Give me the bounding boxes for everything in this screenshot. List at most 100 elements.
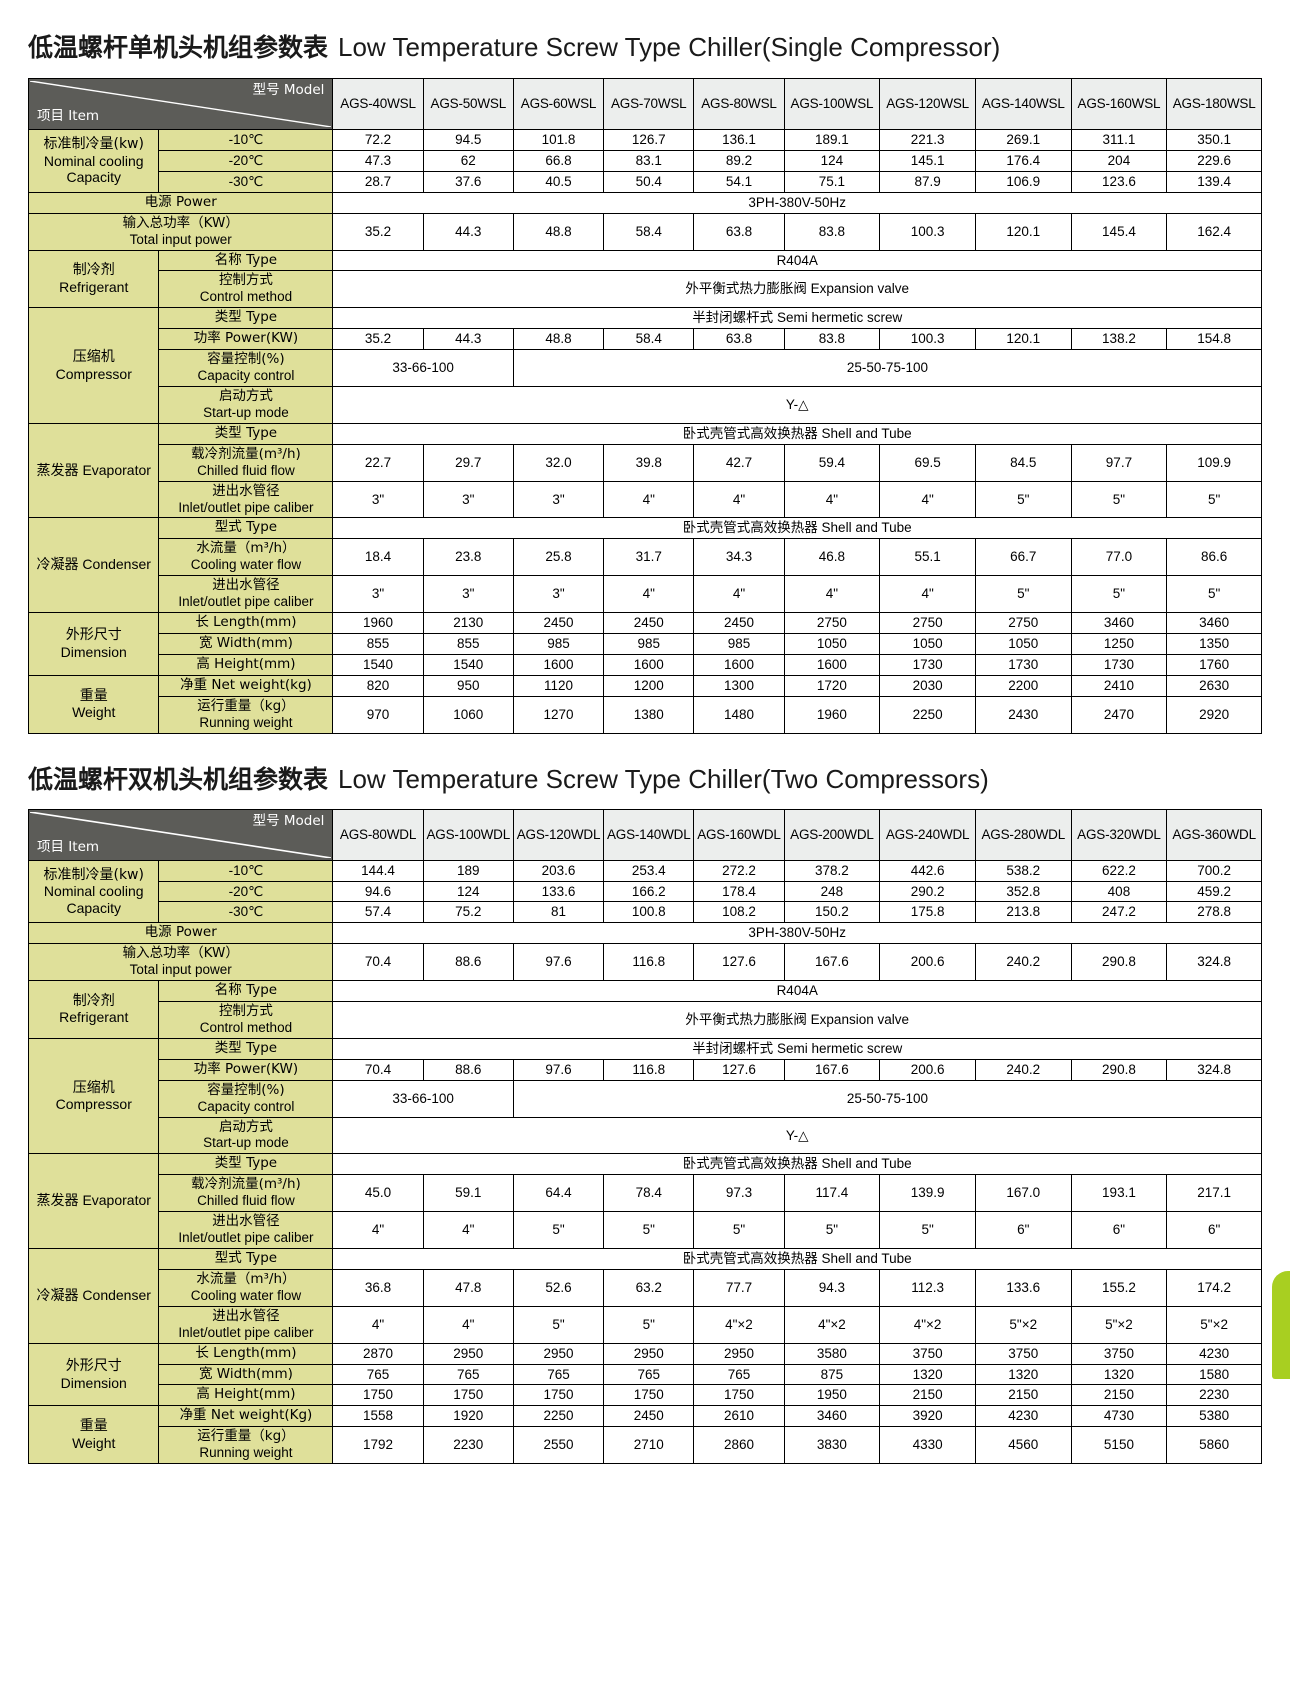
cell-value: 2710 xyxy=(603,1426,695,1465)
row-label-condenser-caliber: 进出水管径 Inlet/outlet pipe caliber xyxy=(158,575,334,614)
cell-value: 5150 xyxy=(1070,1426,1168,1465)
cell-power-value: 3PH-380V-50Hz xyxy=(332,922,1262,945)
table-row-chilled-fluid-flow: 载冷剂流量(m³/h) Chilled fluid flow 45.0 59.1… xyxy=(29,1174,1262,1213)
cell-value: 2630 xyxy=(1166,674,1262,697)
cell-value: 174.2 xyxy=(1166,1268,1262,1307)
corner-model-label: 型号 Model xyxy=(252,82,325,98)
cell-value: 4" xyxy=(693,480,785,519)
cell-value: 55.1 xyxy=(879,538,976,577)
model-header: AGS-40WSL xyxy=(332,78,424,130)
row-label-control-method: 控制方式 Control method xyxy=(158,270,334,309)
group-label-en2: Capacity xyxy=(66,899,121,916)
section-title-cn: 低温螺杆双机头机组参数表 xyxy=(28,764,329,794)
section-title-en: Low Temperature Screw Type Chiller(Singl… xyxy=(338,32,1001,62)
cell-value: 2230 xyxy=(1166,1384,1262,1407)
cell-value: 3750 xyxy=(879,1342,976,1365)
cell-value: 950 xyxy=(422,674,514,697)
group-label-compressor: 压缩机 Compressor xyxy=(27,1037,160,1155)
cell-value: 3" xyxy=(512,480,605,519)
cell-value: 3" xyxy=(332,480,424,519)
row-label-cn: 进出水管径 xyxy=(212,482,280,499)
cell-value: 1050 xyxy=(974,632,1072,655)
cell-value: 5" xyxy=(974,480,1072,519)
table-row-total-input-power: 输入总功率（KW） Total input power 35.2 44.3 48… xyxy=(27,212,1262,251)
row-label-en: Capacity control xyxy=(197,1098,295,1114)
row-label-total-input-power: 输入总功率（KW） Total input power xyxy=(27,943,334,982)
row-label-cooling-water-flow: 水流量（m³/h） Cooling water flow xyxy=(158,1268,334,1307)
row-label-startup-mode: 启动方式 Start-up mode xyxy=(158,1116,334,1155)
group-label-en: Evaporator xyxy=(82,1192,151,1209)
cell-value: 58.4 xyxy=(603,328,695,351)
group-label-cn: 蒸发器 xyxy=(36,1193,79,1210)
model-header: AGS-120WDL xyxy=(512,808,605,861)
group-label-cn: 制冷剂 xyxy=(72,992,115,1009)
spec-table-single-compressor: 型号 Model 项目 Item AGS-40WSL AGS-50WSL AGS… xyxy=(27,78,1263,734)
cell-value: 6" xyxy=(974,1211,1072,1250)
cell-value: 408 xyxy=(1070,880,1168,903)
cell-value: 2750 xyxy=(879,612,976,634)
group-label-evaporator: 蒸发器 Evaporator xyxy=(27,422,160,519)
cell-value: 5" xyxy=(512,1305,605,1344)
cell-value: 136.1 xyxy=(693,129,785,151)
cell-value: 229.6 xyxy=(1166,149,1262,172)
cell-value: 81 xyxy=(512,901,605,924)
cell-value: 5" xyxy=(783,1211,881,1250)
cell-value: 765 xyxy=(512,1363,605,1386)
cell-power-value: 3PH-380V-50Hz xyxy=(332,191,1262,214)
cell-value: 2450 xyxy=(603,612,695,634)
row-label-temp-20: -20℃ xyxy=(158,149,334,172)
cell-value: 2950 xyxy=(693,1342,785,1365)
cell-value: 2950 xyxy=(422,1342,514,1365)
cell-value: 50.4 xyxy=(603,170,695,193)
group-label-dimension: 外形尺寸 Dimension xyxy=(27,1342,160,1407)
cell-value: 66.7 xyxy=(974,538,1072,577)
row-label-cooling-water-flow: 水流量（m³/h） Cooling water flow xyxy=(158,538,334,577)
row-label-condenser-type: 型式 Type xyxy=(158,1248,334,1270)
row-label-en: Capacity control xyxy=(197,368,295,384)
cell-value: 3460 xyxy=(1166,612,1262,634)
cell-value: 63.2 xyxy=(603,1268,695,1307)
section-title-single-compressor: 低温螺杆单机头机组参数表 Low Temperature Screw Type C… xyxy=(28,0,1262,78)
cell-value: 2430 xyxy=(974,695,1072,734)
cell-value: 3750 xyxy=(1070,1342,1168,1365)
model-header: AGS-100WDL xyxy=(422,808,514,861)
cell-value: 3" xyxy=(332,575,424,614)
row-label-cn: 载冷剂流量(m³/h) xyxy=(191,445,301,462)
table-row-capacity-30: -30℃ 28.7 37.6 40.5 50.4 54.1 75.1 87.9 … xyxy=(29,170,1262,193)
group-label-cn: 冷凝器 xyxy=(36,557,79,574)
cell-value: 77.0 xyxy=(1070,538,1168,577)
cell-value: 324.8 xyxy=(1166,943,1262,982)
cell-value: 3460 xyxy=(783,1405,881,1428)
cell-capacity-control-right: 25-50-75-100 xyxy=(512,1079,1263,1118)
cell-value: 22.7 xyxy=(332,443,424,482)
model-header: AGS-60WSL xyxy=(512,78,605,130)
cell-value: 63.8 xyxy=(693,212,785,251)
row-label-en: Running weight xyxy=(199,1445,293,1461)
row-label-en: Total input power xyxy=(129,231,232,247)
table-header-row: 型号 Model 项目 Item AGS-40WSL AGS-50WSL AGS… xyxy=(27,78,1262,130)
cell-value: 248 xyxy=(783,880,881,903)
cell-value: 52.6 xyxy=(512,1268,605,1307)
table-row-power: 电源 Power 3PH-380V-50Hz xyxy=(27,922,1262,945)
cell-value: 221.3 xyxy=(879,129,976,151)
group-label-weight: 重量 Weight xyxy=(27,1405,160,1465)
table-row-evaporator-caliber: 进出水管径 Inlet/outlet pipe caliber 3" 3" 3"… xyxy=(29,480,1262,519)
cell-value: 4" xyxy=(332,1305,424,1344)
cell-value: 4"×2 xyxy=(783,1305,881,1344)
cell-value: 1320 xyxy=(1070,1363,1168,1386)
cell-value: 5380 xyxy=(1166,1405,1262,1428)
cell-startup-mode-value: Y-△ xyxy=(332,385,1262,424)
table-row-compressor-type: 压缩机 Compressor 类型 Type 半封闭螺杆式 Semi herme… xyxy=(27,307,1262,424)
row-label-en: Inlet/outlet pipe caliber xyxy=(178,1324,314,1340)
row-label-cn: 水流量（m³/h） xyxy=(196,1270,296,1287)
row-label-condenser-caliber: 进出水管径 Inlet/outlet pipe caliber xyxy=(158,1305,334,1344)
row-label-temp-10: -10℃ xyxy=(158,129,334,151)
cell-value: 166.2 xyxy=(603,880,695,903)
table-row-running-weight: 运行重量（kg） Running weight 1792 2230 2550 2… xyxy=(29,1426,1262,1465)
cell-value: 2030 xyxy=(879,674,976,697)
group-label-en: Dimension xyxy=(60,1374,127,1391)
cell-value: 765 xyxy=(332,1363,424,1386)
cell-value: 124 xyxy=(422,880,514,903)
row-label-cn: 运行重量（kg） xyxy=(197,697,295,714)
cell-compressor-type-value: 半封闭螺杆式 Semi hermetic screw xyxy=(332,307,1262,330)
